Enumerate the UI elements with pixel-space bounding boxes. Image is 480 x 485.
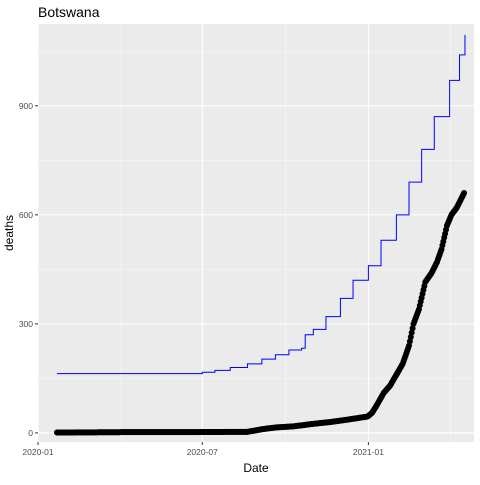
y-tick-label: 600 xyxy=(19,210,33,220)
y-tick-label: 0 xyxy=(28,428,33,438)
y-axis-label: deaths xyxy=(2,215,16,251)
x-tick-label: 2020-01 xyxy=(22,447,53,457)
x-tick-label: 2020-07 xyxy=(187,447,218,457)
data-point xyxy=(461,190,467,196)
plot-panel xyxy=(38,24,474,442)
y-tick-label: 300 xyxy=(19,319,33,329)
x-tick-label: 2021-01 xyxy=(353,447,384,457)
x-axis-label: Date xyxy=(243,461,269,475)
chart-title: Botswana xyxy=(38,4,100,20)
y-tick-label: 900 xyxy=(19,101,33,111)
